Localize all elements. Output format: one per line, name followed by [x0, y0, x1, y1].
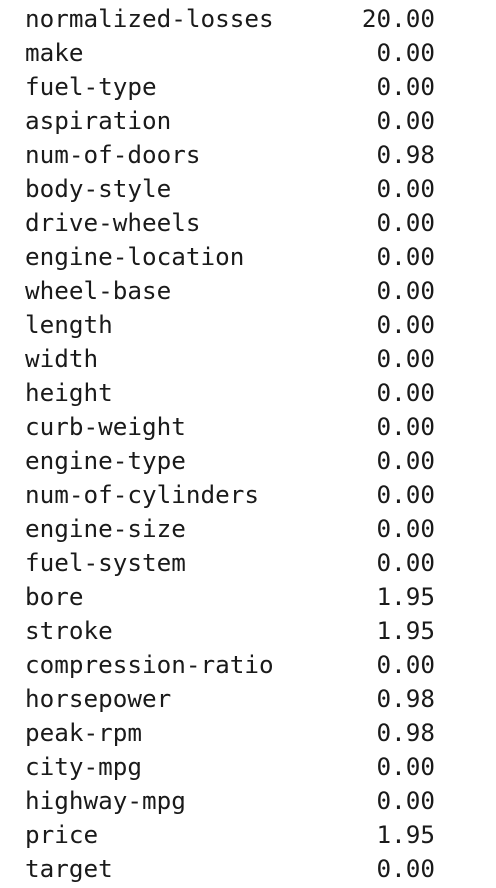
missing-percent-value: 0.98 — [376, 140, 435, 169]
missing-percent-value: 0.00 — [376, 752, 435, 781]
output-row: num-of-cylinders 0.00 — [25, 478, 435, 512]
output-row: drive-wheels 0.00 — [25, 206, 435, 240]
column-name: drive-wheels — [25, 208, 201, 237]
missing-percent-value: 0.00 — [376, 38, 435, 67]
missing-percent-value: 20.00 — [361, 4, 435, 33]
output-row: highway-mpg 0.00 — [25, 784, 435, 818]
output-row: fuel-type 0.00 — [25, 70, 435, 104]
output-row: stroke 1.95 — [25, 614, 435, 648]
output-row: compression-ratio 0.00 — [25, 648, 435, 682]
column-name: num-of-doors — [25, 140, 201, 169]
output-row: height 0.00 — [25, 376, 435, 410]
missing-percent-value: 0.00 — [376, 344, 435, 373]
column-name: horsepower — [25, 684, 172, 713]
missing-percent-value: 0.00 — [376, 786, 435, 815]
column-name: num-of-cylinders — [25, 480, 260, 509]
missing-percent-value: 0.98 — [376, 718, 435, 747]
missing-percent-value: 0.00 — [376, 310, 435, 339]
column-name: city-mpg — [25, 752, 143, 781]
output-row: fuel-system 0.00 — [25, 546, 435, 580]
column-name: engine-size — [25, 514, 186, 543]
output-row: target 0.00 — [25, 852, 435, 886]
column-name: fuel-type — [25, 72, 157, 101]
missing-percent-value: 0.00 — [376, 514, 435, 543]
missing-percent-value: 0.98 — [376, 684, 435, 713]
missing-percent-value: 0.00 — [376, 412, 435, 441]
column-name: compression-ratio — [25, 650, 274, 679]
missing-percent-value: 0.00 — [376, 208, 435, 237]
column-name: make — [25, 38, 84, 67]
missing-percent-value: 0.00 — [376, 276, 435, 305]
output-row: body-style 0.00 — [25, 172, 435, 206]
column-name: fuel-system — [25, 548, 186, 577]
output-row: num-of-doors 0.98 — [25, 138, 435, 172]
output-row: width 0.00 — [25, 342, 435, 376]
missing-percent-value: 0.00 — [376, 446, 435, 475]
column-name: target — [25, 854, 113, 883]
output-row: engine-location 0.00 — [25, 240, 435, 274]
missing-percent-value: 0.00 — [376, 378, 435, 407]
column-name: engine-type — [25, 446, 186, 475]
missing-percent-value: 1.95 — [376, 582, 435, 611]
output-row: peak-rpm 0.98 — [25, 716, 435, 750]
missing-percent-value: 0.00 — [376, 106, 435, 135]
output-row: bore 1.95 — [25, 580, 435, 614]
output-row: engine-size 0.00 — [25, 512, 435, 546]
output-row: city-mpg 0.00 — [25, 750, 435, 784]
column-name: bore — [25, 582, 84, 611]
missing-percent-value: 1.95 — [376, 616, 435, 645]
column-name: stroke — [25, 616, 113, 645]
missing-percent-value: 0.00 — [376, 72, 435, 101]
column-name: width — [25, 344, 99, 373]
output-row: length 0.00 — [25, 308, 435, 342]
missing-percent-value: 0.00 — [376, 548, 435, 577]
column-name: normalized-losses — [25, 4, 274, 33]
column-name: highway-mpg — [25, 786, 186, 815]
missing-percent-value: 1.95 — [376, 820, 435, 849]
column-name: height — [25, 378, 113, 407]
missing-values-output: normalized-losses 20.00 make 0.00 fuel-type 0… — [25, 2, 435, 886]
missing-percent-value: 0.00 — [376, 242, 435, 271]
missing-percent-value: 0.00 — [376, 480, 435, 509]
column-name: curb-weight — [25, 412, 186, 441]
output-row: engine-type 0.00 — [25, 444, 435, 478]
output-row: normalized-losses 20.00 — [25, 2, 435, 36]
column-name: price — [25, 820, 99, 849]
column-name: aspiration — [25, 106, 172, 135]
column-name: body-style — [25, 174, 172, 203]
output-row: aspiration 0.00 — [25, 104, 435, 138]
missing-percent-value: 0.00 — [376, 650, 435, 679]
output-row: make 0.00 — [25, 36, 435, 70]
column-name: wheel-base — [25, 276, 172, 305]
output-row: horsepower 0.98 — [25, 682, 435, 716]
column-name: peak-rpm — [25, 718, 143, 747]
missing-percent-value: 0.00 — [376, 854, 435, 883]
output-row: price 1.95 — [25, 818, 435, 852]
column-name: length — [25, 310, 113, 339]
missing-percent-value: 0.00 — [376, 174, 435, 203]
output-row: wheel-base 0.00 — [25, 274, 435, 308]
output-row: curb-weight 0.00 — [25, 410, 435, 444]
column-name: engine-location — [25, 242, 245, 271]
